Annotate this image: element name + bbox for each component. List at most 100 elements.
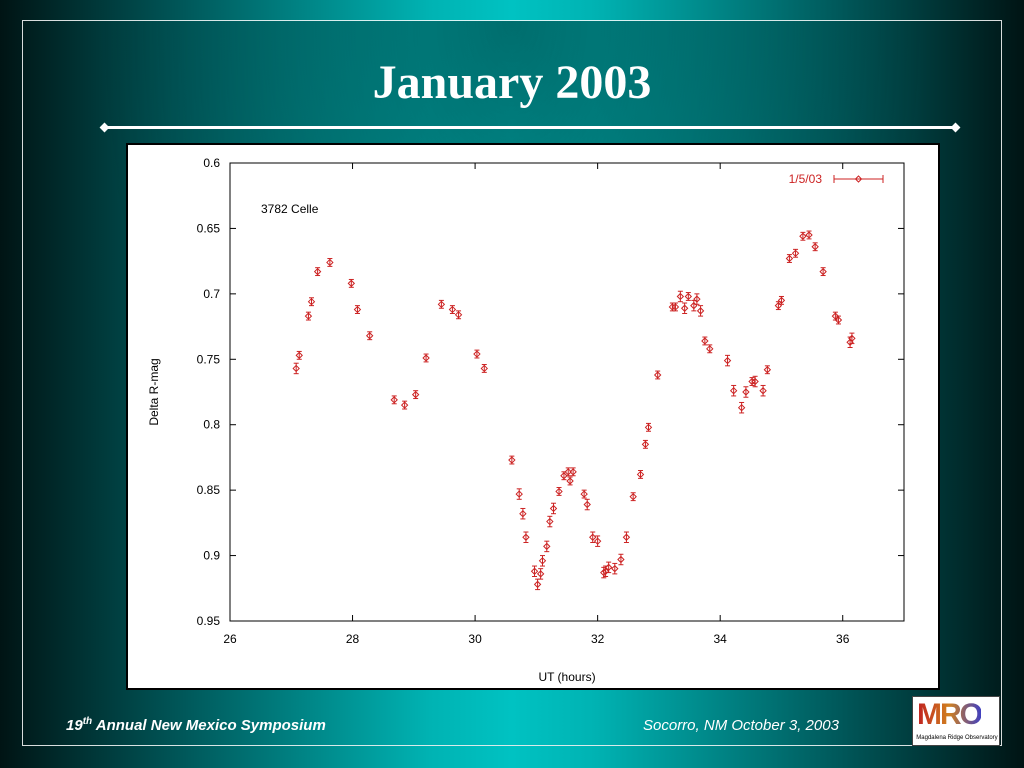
logo-letters: MRO xyxy=(917,698,983,731)
y-tick-label: 0.9 xyxy=(203,549,220,563)
data-point xyxy=(353,305,362,314)
data-point xyxy=(799,231,807,241)
data-point xyxy=(690,299,698,312)
data-point xyxy=(604,561,613,574)
footer-symposium-number: 19 xyxy=(66,717,83,734)
data-point xyxy=(629,492,637,502)
data-point xyxy=(601,565,610,578)
data-point xyxy=(676,290,685,303)
data-point xyxy=(819,267,827,277)
y-axis-label: Delta R-mag xyxy=(147,358,161,425)
title-divider xyxy=(104,126,956,129)
data-point xyxy=(611,562,619,575)
data-point xyxy=(543,540,551,553)
data-point xyxy=(696,305,705,317)
data-point xyxy=(737,401,746,414)
data-point xyxy=(292,362,300,375)
data-point xyxy=(538,555,547,567)
data-point xyxy=(454,310,463,320)
data-point xyxy=(593,535,602,547)
chart-svg: 0.6 0.65 0.7 0.75 0.8 0.85 0.9 0.95 26 28 30 32 34 3… xyxy=(147,156,905,684)
data-point xyxy=(763,365,772,375)
data-point xyxy=(515,488,523,500)
data-point xyxy=(536,568,545,580)
data-point xyxy=(411,390,420,400)
data-point xyxy=(508,455,516,465)
data-point xyxy=(723,354,732,367)
x-tick-label: 30 xyxy=(468,632,482,646)
data-point xyxy=(400,400,409,410)
chart-annotation: 3782 Celle xyxy=(261,202,319,216)
x-tick-label: 28 xyxy=(346,632,360,646)
data-point xyxy=(791,248,800,258)
data-point xyxy=(706,344,714,354)
slide-title: January 2003 xyxy=(372,56,652,109)
data-point xyxy=(437,299,446,309)
data-points xyxy=(292,230,856,591)
data-point xyxy=(519,507,527,520)
data-point xyxy=(701,336,709,346)
y-tick-label: 0.6 xyxy=(203,156,220,170)
footer-location-date: Socorro, NM October 3, 2003 xyxy=(643,717,839,734)
data-point xyxy=(422,353,430,363)
data-point xyxy=(304,311,313,321)
data-point xyxy=(480,364,488,373)
data-point xyxy=(684,292,693,301)
data-point xyxy=(653,370,662,380)
data-point xyxy=(566,476,574,486)
y-tick-label: 0.65 xyxy=(197,221,221,235)
data-point xyxy=(365,331,374,341)
y-tick-label: 0.85 xyxy=(197,483,221,497)
y-tick-label: 0.75 xyxy=(197,352,221,366)
data-point xyxy=(390,395,398,405)
data-point xyxy=(811,242,819,252)
x-tick-label: 34 xyxy=(714,632,728,646)
data-point xyxy=(473,349,481,359)
observatory-logo: MRO Magdalena Ridge Observatory xyxy=(912,696,1000,746)
data-point xyxy=(848,332,856,345)
data-point xyxy=(729,384,738,397)
x-tick-label: 32 xyxy=(591,632,605,646)
data-point xyxy=(569,467,577,477)
legend-label: 1/5/03 xyxy=(789,172,823,186)
data-point xyxy=(583,498,591,511)
data-point xyxy=(831,311,840,321)
data-point xyxy=(307,297,316,307)
data-point xyxy=(580,489,588,499)
data-point xyxy=(671,302,680,312)
data-point xyxy=(617,553,625,566)
data-point xyxy=(555,487,563,496)
data-point xyxy=(641,439,650,449)
data-point xyxy=(448,305,457,314)
data-point xyxy=(751,375,759,388)
data-point xyxy=(805,230,813,240)
logo-subtitle: Magdalena Ridge Observatory xyxy=(916,735,998,741)
data-point xyxy=(636,470,645,479)
data-point xyxy=(530,565,539,578)
footer-symposium: 19th Annual New Mexico Symposium xyxy=(66,716,326,734)
footer-symposium-ordinal: th xyxy=(82,716,93,727)
footer-symposium-name: Annual New Mexico Symposium xyxy=(92,717,326,734)
data-point xyxy=(777,295,786,305)
data-point xyxy=(589,531,597,543)
data-point xyxy=(622,531,631,543)
data-point xyxy=(546,515,554,528)
data-point xyxy=(644,422,653,432)
data-point xyxy=(347,278,356,288)
data-point xyxy=(326,258,334,267)
data-point xyxy=(522,531,530,543)
x-axis-label: UT (hours) xyxy=(538,670,595,684)
data-point xyxy=(742,386,750,398)
x-axis-ticks: 26 28 30 32 34 36 xyxy=(223,163,850,646)
chart-container: 0.6 0.65 0.7 0.75 0.8 0.85 0.9 0.95 26 28 30 32 34 3… xyxy=(126,143,940,690)
data-point xyxy=(295,350,303,360)
data-point xyxy=(313,267,322,277)
y-tick-label: 0.95 xyxy=(197,614,221,628)
data-point xyxy=(680,302,689,314)
data-point xyxy=(785,254,794,263)
x-tick-label: 36 xyxy=(836,632,850,646)
data-point xyxy=(533,578,542,591)
data-point xyxy=(759,384,767,397)
data-point xyxy=(564,467,572,477)
x-tick-label: 26 xyxy=(223,632,237,646)
